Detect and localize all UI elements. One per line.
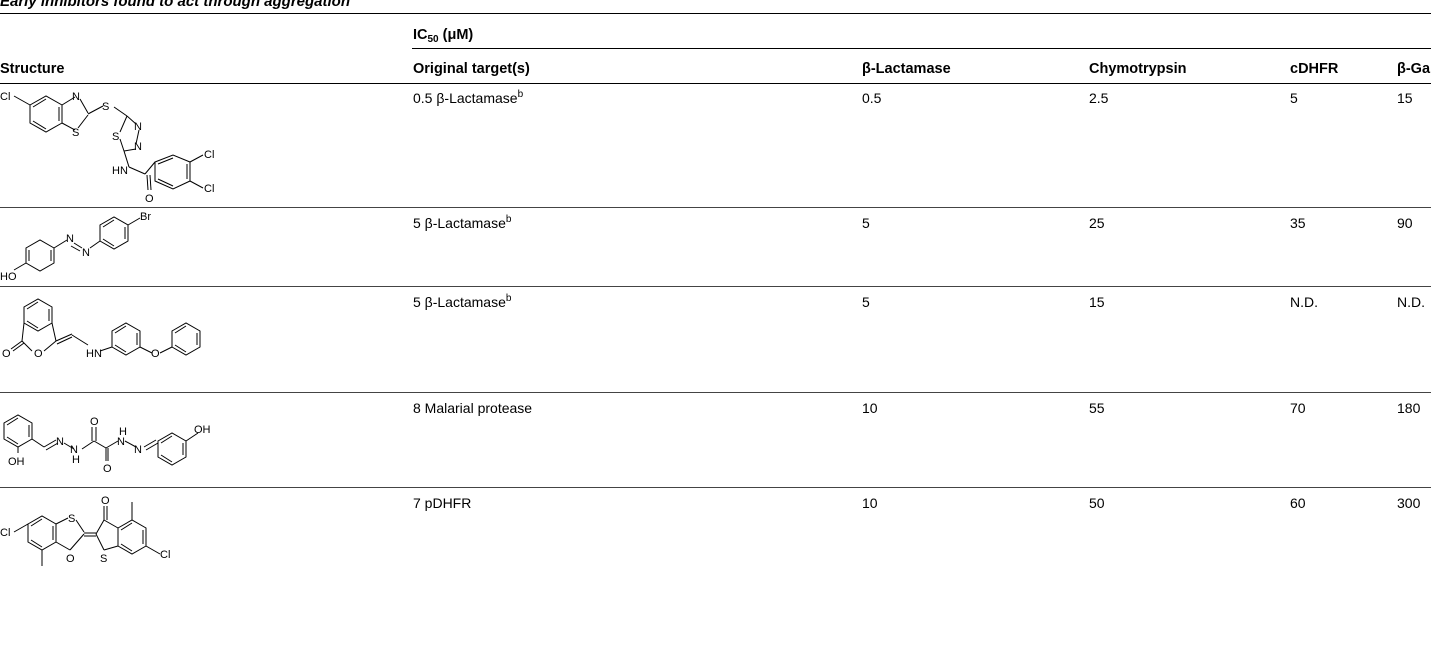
atom-cl-label: Cl bbox=[160, 549, 170, 561]
atom-o-label: O bbox=[2, 348, 11, 360]
atom-cl-label: Cl bbox=[0, 527, 10, 539]
atom-n-label: N bbox=[70, 444, 78, 456]
ic50-group-header: IC50 (μM) bbox=[413, 27, 474, 45]
row-4-beta-lactamase: 10 bbox=[862, 495, 878, 511]
group-header-rule bbox=[412, 48, 1431, 49]
atom-s-label: S bbox=[102, 101, 109, 113]
atom-s-label: S bbox=[72, 127, 79, 139]
row-4-original-target: 7 pDHFR bbox=[413, 495, 472, 511]
atom-o-label: O bbox=[145, 193, 154, 205]
row-0-structure: Cl N S S N N S HN O Cl Cl bbox=[0, 84, 300, 244]
atom-o-label: O bbox=[34, 348, 43, 360]
atom-n-label: N bbox=[117, 436, 125, 448]
atom-o-label: O bbox=[103, 463, 112, 473]
row-4-beta-gal: 300 bbox=[1397, 495, 1421, 511]
atom-s-label: S bbox=[68, 513, 75, 525]
atom-o-label: O bbox=[90, 416, 99, 428]
row-0-cdhfr: 5 bbox=[1290, 90, 1298, 106]
row-2-chymotrypsin: 15 bbox=[1089, 294, 1105, 310]
header-bottom-rule bbox=[0, 83, 1431, 84]
row-0-rule bbox=[0, 207, 1431, 208]
row-2-cdhfr: N.D. bbox=[1290, 294, 1318, 310]
row-2-beta-gal: N.D. bbox=[1397, 294, 1425, 310]
atom-cl-label: Cl bbox=[204, 149, 214, 161]
row-0-beta-gal: 15 bbox=[1397, 90, 1413, 106]
atom-h-label: H bbox=[72, 454, 80, 466]
row-1-cdhfr: 35 bbox=[1290, 215, 1306, 231]
atom-n-label: N bbox=[134, 121, 142, 133]
row-3-chymotrypsin: 55 bbox=[1089, 400, 1105, 416]
row-1-chymotrypsin: 25 bbox=[1089, 215, 1105, 231]
col-header-cdhfr: cDHFR bbox=[1290, 61, 1339, 77]
row-0-beta-lactamase: 0.5 bbox=[862, 90, 882, 106]
row-4-structure: Cl S O O S Cl bbox=[0, 488, 300, 598]
atom-ho-label: HO bbox=[0, 271, 17, 283]
atom-hn-label: HN bbox=[86, 348, 102, 360]
row-0-chymotrypsin: 2.5 bbox=[1089, 90, 1109, 106]
row-1-beta-lactamase: 5 bbox=[862, 215, 870, 231]
row-1-beta-gal: 90 bbox=[1397, 215, 1413, 231]
row-2-beta-lactamase: 5 bbox=[862, 294, 870, 310]
col-header-beta-gal: β-Gal bbox=[1397, 61, 1431, 77]
row-1-rule bbox=[0, 286, 1431, 287]
atom-n-label: N bbox=[72, 91, 80, 103]
atom-o-label: O bbox=[151, 348, 160, 360]
atom-n-label: N bbox=[134, 141, 142, 153]
row-3-original-target: 8 Malarial protease bbox=[413, 400, 533, 416]
atom-oh-label: OH bbox=[194, 424, 211, 436]
col-header-chymotrypsin: Chymotrypsin bbox=[1089, 61, 1187, 77]
row-3-beta-lactamase: 10 bbox=[862, 400, 878, 416]
atom-hn-label: HN bbox=[112, 165, 128, 177]
col-header-structure: Structure bbox=[0, 61, 65, 77]
col-header-original-target: Original target(s) bbox=[413, 61, 530, 77]
row-3-rule bbox=[0, 487, 1431, 488]
row-2-structure: O O HN O bbox=[0, 287, 300, 377]
row-4-chymotrypsin: 50 bbox=[1089, 495, 1105, 511]
row-1-original-target: 5 β-Lactamaseb bbox=[413, 214, 512, 232]
row-3-beta-gal: 180 bbox=[1397, 400, 1421, 416]
atom-br-label: Br bbox=[140, 211, 151, 223]
atom-o-label: O bbox=[101, 495, 110, 507]
col-header-beta-lactamase: β-Lactamase bbox=[862, 61, 951, 77]
row-3-structure: OH N N H O O N H N OH bbox=[0, 393, 300, 473]
top-rule bbox=[0, 13, 1431, 14]
atom-cl-label: Cl bbox=[204, 183, 214, 195]
table-caption: Early inhibitors found to act through ag… bbox=[0, 0, 350, 10]
atom-h-label: H bbox=[119, 426, 127, 438]
row-1-structure: HO N N Br bbox=[0, 208, 300, 288]
atom-n-label: N bbox=[66, 233, 74, 245]
atom-n-label: N bbox=[56, 436, 64, 448]
atom-o-label: O bbox=[66, 553, 75, 565]
row-2-original-target: 5 β-Lactamaseb bbox=[413, 293, 512, 311]
atom-oh-label: OH bbox=[8, 456, 25, 468]
atom-n-label: N bbox=[134, 444, 142, 456]
atom-s-label: S bbox=[112, 131, 119, 143]
atom-s-label: S bbox=[100, 553, 107, 565]
row-3-cdhfr: 70 bbox=[1290, 400, 1306, 416]
atom-n-label: N bbox=[82, 247, 90, 259]
atom-cl-label: Cl bbox=[0, 91, 10, 103]
row-2-rule bbox=[0, 392, 1431, 393]
row-0-original-target: 0.5 β-Lactamaseb bbox=[413, 89, 524, 107]
row-4-cdhfr: 60 bbox=[1290, 495, 1306, 511]
